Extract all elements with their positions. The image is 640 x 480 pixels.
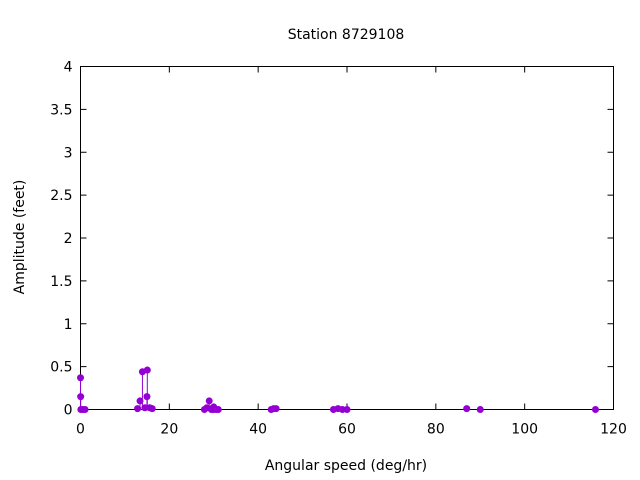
data-point xyxy=(463,405,471,413)
x-tick-label: 80 xyxy=(427,422,445,438)
y-tick-label: 2 xyxy=(64,231,73,247)
data-point xyxy=(205,397,213,405)
x-tick-label: 60 xyxy=(338,422,356,438)
x-tick-label: 120 xyxy=(600,422,627,438)
x-tick-label: 100 xyxy=(511,422,538,438)
y-tick-label: 4 xyxy=(64,60,73,76)
data-point xyxy=(134,405,142,413)
y-tick-label: 1 xyxy=(64,317,73,333)
y-tick-label: 3 xyxy=(64,145,73,161)
data-point xyxy=(214,406,222,413)
data-point xyxy=(143,366,151,374)
x-tick-label: 40 xyxy=(249,422,267,438)
y-tick-label: 3.5 xyxy=(50,102,72,118)
data-point xyxy=(476,406,484,413)
x-tick-label: 0 xyxy=(76,422,85,438)
data-point xyxy=(272,405,280,413)
data-point xyxy=(591,406,599,413)
y-tick-label: 2.5 xyxy=(50,188,72,204)
data-point xyxy=(136,397,144,405)
data-point xyxy=(77,393,85,401)
chart-title: Station 8729108 xyxy=(288,27,405,43)
x-tick-label: 20 xyxy=(160,422,178,438)
y-axis-label: Amplitude (feet) xyxy=(12,180,28,295)
y-tick-label: 0.5 xyxy=(50,360,72,376)
data-point xyxy=(81,406,89,413)
y-tick-label: 0 xyxy=(64,403,73,419)
data-point xyxy=(343,406,351,413)
data-point xyxy=(148,405,156,413)
plot-frame xyxy=(80,66,614,410)
x-axis-label: Angular speed (deg/hr) xyxy=(265,458,427,474)
data-point xyxy=(77,374,84,382)
y-tick-label: 1.5 xyxy=(50,274,72,290)
